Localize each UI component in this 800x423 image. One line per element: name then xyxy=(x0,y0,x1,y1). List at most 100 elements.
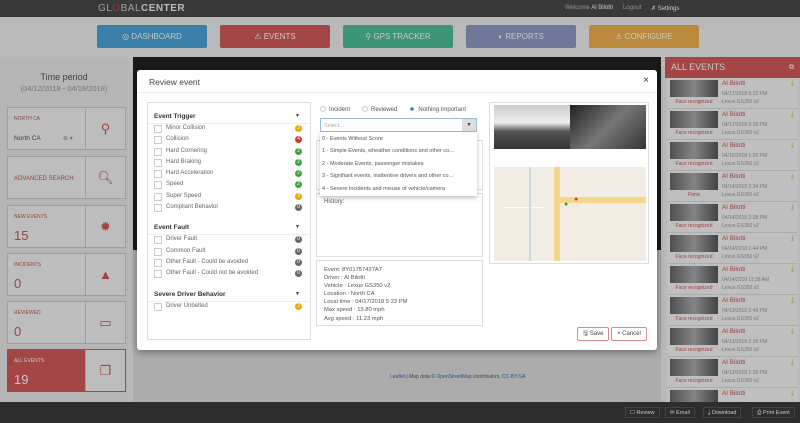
section-header[interactable]: Event Fault ▼ xyxy=(148,214,310,236)
score-option[interactable]: 3 - Signifiant events, inattentive drive… xyxy=(322,173,454,180)
checkbox[interactable] xyxy=(154,270,162,279)
event-thumbnail[interactable] xyxy=(670,204,718,221)
category-item[interactable]: Hard Braking 2 xyxy=(148,158,310,169)
category-item[interactable]: Collision 4 xyxy=(148,135,310,146)
card-new-events[interactable]: NEW EVENTS 15 ✹ xyxy=(7,205,126,248)
checkbox[interactable] xyxy=(154,204,162,213)
caret-down-icon[interactable]: ▼ xyxy=(295,290,300,297)
category-item[interactable]: Driver Unbelted 3 xyxy=(148,302,310,313)
checkbox[interactable] xyxy=(154,181,162,190)
category-item[interactable]: Minor Collision 3 xyxy=(148,124,310,135)
category-item[interactable]: Hard Acceleration 2 xyxy=(148,169,310,180)
nav-reports[interactable]: ◐ REPORTS xyxy=(466,25,576,48)
logout-link[interactable]: Logout xyxy=(623,5,642,11)
score-option[interactable]: 4 - Severe Incidents and misuse of vehic… xyxy=(322,185,446,192)
save-button[interactable]: 🖫 Save xyxy=(577,327,610,341)
expand-icon[interactable]: ⧉ xyxy=(789,64,794,71)
event-list-item[interactable]: Face recognized Al Bilotti 04/14/2018 2:28… xyxy=(667,202,798,233)
radio-nothing-important[interactable]: Nothing Important xyxy=(409,106,472,113)
checkbox[interactable] xyxy=(154,170,162,179)
category-item[interactable]: Super Speed 3 xyxy=(148,192,310,203)
camera-snapshot[interactable] xyxy=(494,105,646,149)
category-item[interactable]: Hard Cornering 2 xyxy=(148,147,310,158)
download-icon[interactable]: ⤓ xyxy=(790,80,794,87)
score-option[interactable]: 0 - Events Without Score xyxy=(322,136,383,142)
cancel-button[interactable]: × Cancel xyxy=(611,327,647,341)
email-button[interactable]: ✉ Email xyxy=(665,407,695,418)
section-header[interactable]: Severe Driver Behavior ▼ xyxy=(148,281,310,302)
score-option[interactable]: 2 - Moderate Events, passenger mistakes xyxy=(322,160,424,167)
start-marker-icon[interactable]: ● xyxy=(564,201,569,208)
event-list-item[interactable]: Face recognized Al Bilotti 04/14/2018 11:3… xyxy=(667,264,798,295)
time-period[interactable]: Time period (04/12/2018 - 04/18/2018) xyxy=(20,72,108,93)
event-list-item[interactable]: Face recognized Al Bilotti 04/13/2018 2:49… xyxy=(667,295,798,326)
caret-down-icon[interactable]: ▼ xyxy=(295,224,300,231)
radio-incident[interactable]: Incident xyxy=(320,106,356,113)
leaflet-link[interactable]: Leaflet xyxy=(390,374,406,380)
clear-icon[interactable]: ⊗ ▾ xyxy=(63,136,73,142)
card-all-events[interactable]: ALL EVENTS 19 ❐ xyxy=(7,349,126,392)
score-select[interactable]: Select... ▼ xyxy=(320,118,477,132)
event-list-item[interactable]: Face recognized Al Bilotti 04/15/2018 1:25… xyxy=(667,140,798,171)
scrollbar[interactable] xyxy=(310,107,311,177)
category-item[interactable]: Speed 2 xyxy=(148,180,310,191)
card-reviewed[interactable]: REVIEWED 0 ▭ xyxy=(7,301,126,344)
settings-link[interactable]: ✗ Settings xyxy=(651,6,680,12)
end-marker-icon[interactable]: ● xyxy=(574,196,579,203)
region-filter[interactable]: NORTH CA North CA ⊗ ▾ ⚲ xyxy=(7,107,126,150)
checkbox[interactable] xyxy=(154,247,162,256)
download-icon[interactable]: ⤓ xyxy=(790,297,794,304)
event-thumbnail[interactable] xyxy=(670,111,718,128)
region-select[interactable]: North CA xyxy=(14,135,41,142)
event-thumbnail[interactable] xyxy=(670,80,718,97)
event-thumbnail[interactable] xyxy=(670,297,718,314)
chevron-down-icon[interactable]: ▼ xyxy=(462,119,476,131)
event-thumbnail[interactable] xyxy=(670,328,718,345)
nav-events[interactable]: ⚠ EVENTS xyxy=(220,25,330,48)
event-list-item[interactable]: Face recognized Al Bilotti 04/17/2018 5:18… xyxy=(667,109,798,140)
checkbox[interactable] xyxy=(154,147,162,156)
checkbox[interactable] xyxy=(154,302,162,311)
card-incidents[interactable]: INCIDENTS 0 ▲ xyxy=(7,253,126,296)
nav-dashboard[interactable]: ◎ DASHBOARD xyxy=(97,25,207,48)
event-list-item[interactable]: Face recognized Al Bilotti 04/13/2018 2:39… xyxy=(667,326,798,357)
download-icon[interactable]: ⤓ xyxy=(790,235,794,242)
event-thumbnail[interactable] xyxy=(670,359,718,376)
event-thumbnail[interactable] xyxy=(670,142,718,159)
download-icon[interactable]: ⤓ xyxy=(790,266,794,273)
download-icon[interactable]: ⤓ xyxy=(790,173,794,180)
checkbox[interactable] xyxy=(154,125,162,133)
download-icon[interactable]: ⤓ xyxy=(790,359,794,366)
print-event-button[interactable]: ⎙ Print Event xyxy=(752,407,795,418)
advanced-search[interactable]: ADVANCED SEARCH 🔍︎ xyxy=(7,156,126,199)
license-link[interactable]: CC-BY-SA xyxy=(502,374,526,380)
download-button[interactable]: ⤓ Download xyxy=(703,407,742,418)
event-thumbnail[interactable] xyxy=(670,235,718,252)
event-thumbnail[interactable] xyxy=(670,266,718,283)
event-list-item[interactable]: Face recognized Al Bilotti 04/14/2018 1:44… xyxy=(667,233,798,264)
event-list-item[interactable]: Panic Al Bilotti 04/14/2018 2:34 PM Lexus G… xyxy=(667,171,798,202)
category-item[interactable]: Other Fault - Could be avoided 0 xyxy=(148,258,310,269)
caret-down-icon[interactable]: ▼ xyxy=(295,113,300,119)
radio-reviewed[interactable]: Reviewed xyxy=(362,106,403,113)
score-option[interactable]: 1 - Simple Events, wheather conditions a… xyxy=(322,148,454,155)
nav-gps-tracker[interactable]: ⚲ GPS TRACKER xyxy=(343,25,453,48)
checkbox[interactable] xyxy=(154,192,162,201)
event-thumbnail[interactable] xyxy=(670,173,718,190)
checkbox[interactable] xyxy=(154,136,162,145)
category-item[interactable]: Common Fault 0 xyxy=(148,247,310,258)
event-list-item[interactable]: Face recognized Al Bilotti 04/17/2018 5:23… xyxy=(667,78,798,109)
checkbox[interactable] xyxy=(154,236,162,245)
category-item[interactable]: Other Fault - Could not be avoided 0 xyxy=(148,269,310,280)
event-list-item[interactable]: Face recognized Al Bilotti 04/13/2018 1:28… xyxy=(667,357,798,388)
download-icon[interactable]: ⤓ xyxy=(790,142,794,149)
nav-configure[interactable]: ♙ CONFIGURE xyxy=(589,25,699,48)
section-header[interactable]: Event Trigger ▼ xyxy=(148,103,310,124)
download-icon[interactable]: ⤓ xyxy=(790,328,794,335)
download-icon[interactable]: ⤓ xyxy=(790,204,794,211)
download-icon[interactable]: ⤓ xyxy=(790,111,794,118)
category-item[interactable]: Compliant Behavior 0 xyxy=(148,203,310,214)
download-icon[interactable]: ⤓ xyxy=(790,390,794,397)
osm-link[interactable]: OpenStreetMap xyxy=(436,374,472,380)
close-icon[interactable]: × xyxy=(643,75,649,86)
